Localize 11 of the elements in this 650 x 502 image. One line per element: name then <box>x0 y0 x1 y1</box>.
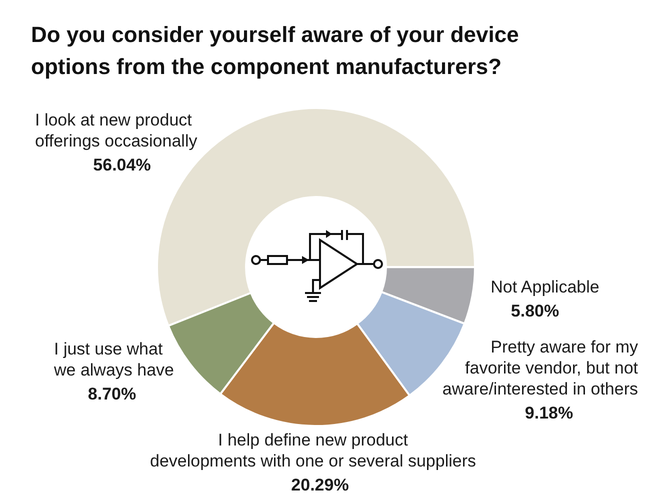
data-label: 9.18% <box>524 404 574 423</box>
slice-label: I help define new product developments with one or several suppliers <box>150 430 476 471</box>
data-label: 5.80% <box>510 302 560 321</box>
data-label: 20.29% <box>291 476 349 495</box>
slice-label: Pretty aware for my favorite vendor, but not aware/interested in others <box>442 338 638 399</box>
slice-label: Not Applicable <box>490 278 600 297</box>
chart-title: Do you consider yourself aware of your device options from the component manufacturers? <box>31 22 519 80</box>
data-label: 56.04% <box>93 156 151 175</box>
slice-label: I just use what we always have <box>53 340 174 380</box>
slice-label: I look at new product offerings occasionally <box>35 110 198 151</box>
data-label: 8.70% <box>88 384 136 404</box>
